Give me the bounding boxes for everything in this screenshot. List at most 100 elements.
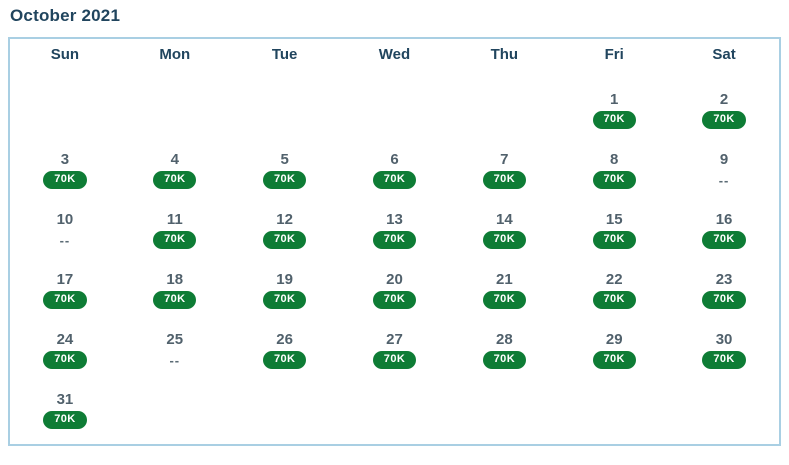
award-price-badge[interactable]: 70K [262, 351, 307, 369]
empty-day-cell [120, 72, 230, 132]
weekday-mon: Mon [159, 46, 191, 63]
day-number: 28 [496, 331, 513, 348]
day-cell-6[interactable]: 6 70K [340, 132, 450, 192]
day-cell-29[interactable]: 29 70K [559, 312, 669, 372]
award-price-badge[interactable]: 70K [482, 291, 527, 309]
day-cell-20[interactable]: 20 70K [340, 252, 450, 312]
award-price-badge[interactable]: 70K [372, 291, 417, 309]
day-cell-11[interactable]: 11 70K [120, 192, 230, 252]
unavailable-dashes: -- [169, 353, 181, 368]
day-cell-24[interactable]: 24 70K [10, 312, 120, 372]
award-price-badge[interactable]: 70K [592, 111, 636, 129]
day-number: 13 [386, 211, 403, 228]
day-number: 19 [276, 271, 293, 288]
day-number: 26 [276, 331, 293, 348]
award-price-badge[interactable]: 70K [43, 351, 87, 369]
award-price-badge[interactable]: 70K [702, 111, 746, 129]
award-price-badge[interactable]: 70K [592, 291, 636, 309]
award-price-badge[interactable]: 70K [372, 171, 417, 189]
week-row: 24 70K 25 -- 26 70K 27 70K 28 70K 29 70K 30 70K [10, 312, 779, 372]
day-number: 25 [166, 331, 184, 348]
award-price-badge[interactable]: 70K [482, 231, 527, 249]
week-row: 1 70K 2 70K [10, 72, 779, 132]
calendar-grid: 1 70K 2 70K 3 70K 4 70K 5 70K 6 70K 7 70K 8 70K 9 -- 10 -- 1… [10, 72, 779, 432]
day-cell-27[interactable]: 27 70K [340, 312, 450, 372]
day-cell-21[interactable]: 21 70K [449, 252, 559, 312]
day-cell-23[interactable]: 23 70K [669, 252, 779, 312]
award-price-badge[interactable]: 70K [702, 231, 746, 249]
weekday-sat: Sat [712, 46, 736, 63]
award-price-badge[interactable]: 70K [43, 291, 87, 309]
day-number: 1 [610, 91, 619, 108]
day-cell-17[interactable]: 17 70K [10, 252, 120, 312]
day-number: 4 [170, 151, 179, 168]
day-cell-3[interactable]: 3 70K [10, 132, 120, 192]
award-price-badge[interactable]: 70K [482, 351, 527, 369]
day-cell-2[interactable]: 2 70K [669, 72, 779, 132]
empty-day-cell [340, 72, 450, 132]
day-cell-31[interactable]: 31 70K [10, 372, 120, 432]
day-cell-12[interactable]: 12 70K [230, 192, 340, 252]
day-cell-1[interactable]: 1 70K [559, 72, 669, 132]
week-row: 3 70K 4 70K 5 70K 6 70K 7 70K 8 70K 9 -- [10, 132, 779, 192]
empty-day-cell [230, 372, 340, 432]
award-price-badge[interactable]: 70K [592, 171, 636, 189]
day-number: 23 [715, 271, 733, 288]
empty-day-cell [10, 72, 120, 132]
award-price-badge[interactable]: 70K [153, 291, 197, 309]
day-number: 3 [60, 151, 70, 168]
award-price-badge[interactable]: 70K [43, 171, 87, 189]
day-number: 10 [56, 211, 74, 228]
day-number: 29 [605, 331, 623, 348]
unavailable-dashes: -- [718, 173, 730, 188]
empty-day-cell [120, 372, 230, 432]
award-price-badge[interactable]: 70K [153, 231, 197, 249]
day-cell-18[interactable]: 18 70K [120, 252, 230, 312]
day-cell-26[interactable]: 26 70K [230, 312, 340, 372]
day-cell-7[interactable]: 7 70K [449, 132, 559, 192]
day-cell-28[interactable]: 28 70K [449, 312, 559, 372]
award-price-badge[interactable]: 70K [262, 171, 307, 189]
day-number: 5 [280, 151, 289, 168]
day-cell-25: 25 -- [120, 312, 230, 372]
award-price-badge[interactable]: 70K [153, 171, 197, 189]
weekday-thu: Thu [490, 46, 519, 63]
day-cell-15[interactable]: 15 70K [559, 192, 669, 252]
day-cell-19[interactable]: 19 70K [230, 252, 340, 312]
month-title: October 2021 [10, 6, 121, 25]
week-row: 31 70K [10, 372, 779, 432]
day-cell-13[interactable]: 13 70K [340, 192, 450, 252]
day-cell-9: 9 -- [669, 132, 779, 192]
award-price-badge[interactable]: 70K [43, 411, 87, 429]
day-number: 21 [496, 271, 513, 288]
day-number: 12 [276, 211, 293, 228]
award-price-badge[interactable]: 70K [702, 291, 746, 309]
award-price-badge[interactable]: 70K [372, 231, 417, 249]
day-cell-22[interactable]: 22 70K [559, 252, 669, 312]
award-price-badge[interactable]: 70K [262, 231, 307, 249]
day-number: 2 [719, 91, 729, 108]
day-cell-14[interactable]: 14 70K [449, 192, 559, 252]
day-number: 31 [56, 391, 74, 408]
day-number: 24 [56, 331, 74, 348]
week-row: 10 -- 11 70K 12 70K 13 70K 14 70K 15 70K 16 70K [10, 192, 779, 252]
day-number: 9 [719, 151, 729, 168]
day-number: 7 [500, 151, 509, 168]
day-number: 17 [56, 271, 74, 288]
day-number: 30 [715, 331, 733, 348]
day-cell-5[interactable]: 5 70K [230, 132, 340, 192]
award-price-badge[interactable]: 70K [372, 351, 417, 369]
day-cell-16[interactable]: 16 70K [669, 192, 779, 252]
day-cell-30[interactable]: 30 70K [669, 312, 779, 372]
award-price-badge[interactable]: 70K [592, 351, 636, 369]
award-price-badge[interactable]: 70K [592, 231, 636, 249]
empty-day-cell [669, 372, 779, 432]
weekday-fri: Fri [604, 46, 624, 63]
award-price-badge[interactable]: 70K [702, 351, 746, 369]
award-price-badge[interactable]: 70K [262, 291, 307, 309]
day-cell-8[interactable]: 8 70K [559, 132, 669, 192]
day-number: 11 [166, 211, 183, 228]
calendar-panel: Sun Mon Tue Wed Thu Fri Sat 1 70K 2 70K 3 70K 4 70K 5 7… [8, 37, 781, 446]
day-cell-4[interactable]: 4 70K [120, 132, 230, 192]
award-price-badge[interactable]: 70K [482, 171, 527, 189]
